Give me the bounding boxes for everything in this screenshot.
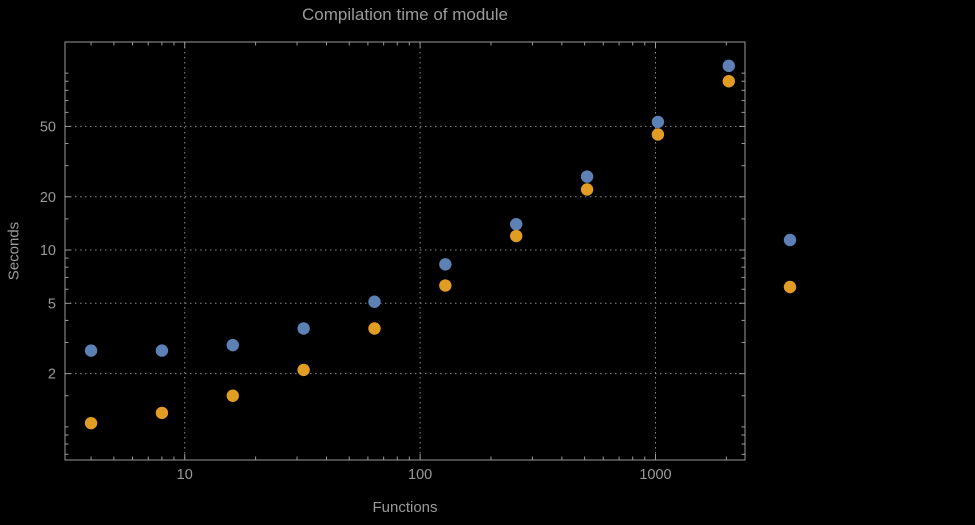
- x-axis-label: Functions: [372, 499, 438, 516]
- data-point-series-2: [722, 75, 735, 88]
- plot-frame: [64, 41, 746, 461]
- data-point-series-1: [580, 170, 594, 183]
- data-point-series-1: [722, 59, 735, 73]
- y-tick-label: 20: [40, 190, 56, 206]
- data-point-series-2: [155, 406, 169, 420]
- data-point-series-2: [510, 229, 523, 243]
- y-tick-label: 5: [48, 296, 56, 312]
- y-tick-label: 10: [40, 243, 56, 259]
- data-point-series-2: [439, 279, 452, 292]
- data-point-series-2: [368, 322, 381, 335]
- data-point-series-1: [297, 322, 310, 335]
- data-point-series-2: [84, 416, 98, 430]
- x-tick-label: 100: [408, 467, 432, 483]
- data-point-series-2: [580, 183, 594, 196]
- legend-marker-series-2: [783, 280, 797, 294]
- x-tick-label: 1000: [639, 467, 671, 483]
- x-tick-label: 10: [177, 467, 193, 483]
- data-point-series-1: [368, 295, 381, 308]
- y-tick-label: 2: [48, 367, 56, 383]
- data-point-series-2: [651, 128, 665, 141]
- legend-marker-series-1: [783, 233, 797, 247]
- data-point-series-1: [439, 258, 452, 271]
- data-point-series-2: [297, 363, 310, 377]
- data-point-series-1: [84, 344, 98, 357]
- data-point-series-1: [510, 217, 523, 231]
- chart-title: Compilation time of module: [302, 5, 508, 24]
- data-point-series-1: [155, 344, 169, 357]
- data-point-series-1: [651, 115, 665, 129]
- y-tick-label: 50: [40, 119, 56, 135]
- data-point-series-2: [226, 389, 239, 402]
- data-point-series-1: [226, 338, 239, 352]
